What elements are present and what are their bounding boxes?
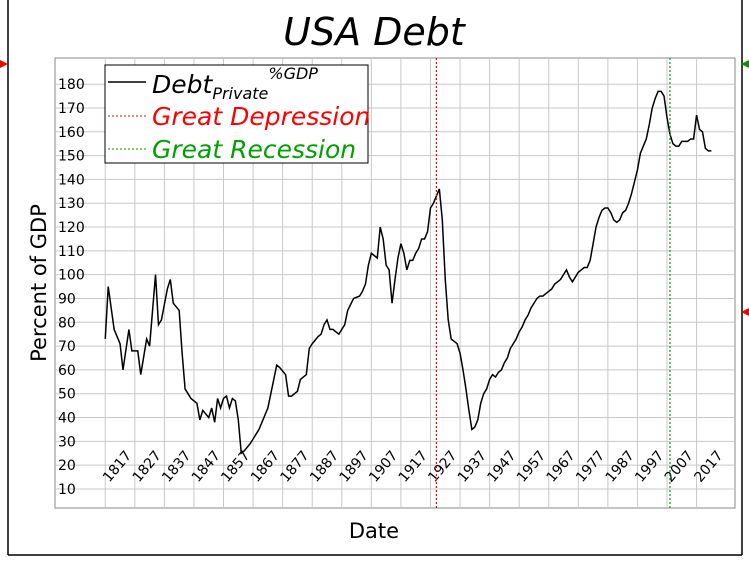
legend-label-part: %GDP: [268, 64, 318, 83]
legend-box: [104, 64, 369, 164]
y-tick-label: 120: [58, 220, 85, 236]
legend-label: Great Depression: [152, 102, 370, 131]
y-tick-label: 90: [58, 291, 76, 307]
chart-title: USA Debt: [283, 10, 467, 54]
legend-label-part: Private: [212, 84, 268, 103]
y-tick-label: 130: [58, 196, 85, 212]
plot: [104, 58, 712, 508]
y-tick-label: 30: [58, 434, 76, 450]
y-tick-label: 50: [58, 387, 76, 403]
x-axis-label: Date: [349, 519, 399, 543]
y-tick-label: 80: [58, 315, 76, 331]
y-tick-label: 180: [58, 77, 85, 93]
y-tick-label: 160: [58, 125, 85, 141]
y-tick-label: 150: [58, 149, 85, 165]
data-line: [104, 90, 712, 455]
y-tick-label: 20: [58, 458, 76, 474]
legend-label: DebtPrivate%GDP: [152, 64, 318, 103]
y-tick-label: 140: [58, 172, 85, 188]
y-tick-label: 110: [58, 244, 85, 260]
y-tick-label: 70: [58, 339, 76, 355]
legend-label: Great Recession: [152, 135, 356, 164]
y-axis-label: Percent of GDP: [27, 204, 51, 362]
y-tick-label: 170: [58, 101, 85, 117]
y-tick-label: 40: [58, 411, 76, 427]
y-tick-label: 60: [58, 363, 76, 379]
y-tick-label: 100: [58, 268, 85, 284]
marker-arrow: [741, 308, 749, 316]
y-tick-label: 10: [58, 482, 76, 498]
legend-label-part: Debt: [152, 70, 214, 99]
marker-arrow: [0, 60, 8, 68]
marker-arrow: [741, 60, 749, 68]
